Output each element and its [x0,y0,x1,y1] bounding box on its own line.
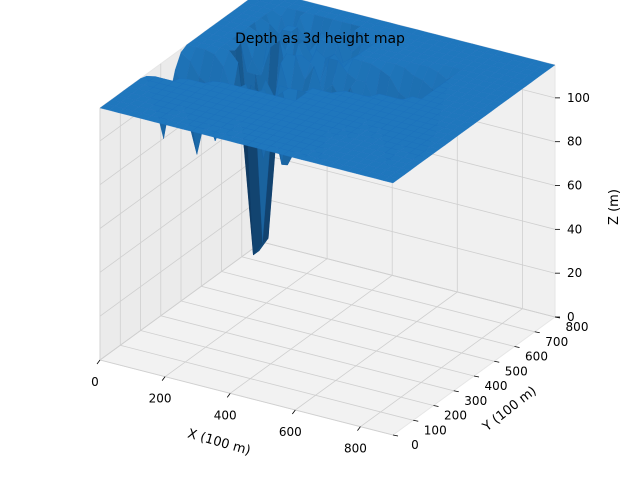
y-tick [473,375,480,378]
y-tick-label: 600 [525,350,548,364]
y-tick-label: 700 [545,335,568,349]
x-tick [161,376,166,381]
x-tick [226,393,231,398]
z-tick-label: 40 [567,222,582,236]
x-tick-label: 600 [279,425,302,439]
z-tick-label: 20 [567,266,582,280]
z-tick-label: 60 [567,179,582,193]
x-tick-label: 800 [344,442,367,456]
z-tick-label: 0 [567,310,575,324]
z-axis-label: Z (m) [607,189,622,225]
x-tick [292,409,296,415]
chart-title: Depth as 3d height map [235,31,405,47]
y-tick [453,390,459,393]
y-tick [514,346,520,348]
height-map-surface [99,0,556,256]
y-tick [392,434,399,437]
y-tick-label: 400 [485,379,508,393]
y-tick-label: 0 [411,438,419,452]
x-tick [357,426,361,431]
x-tick-label: 0 [91,375,99,389]
z-tick-label: 100 [567,91,590,105]
y-tick-label: 500 [505,364,528,378]
x-tick-label: 400 [214,408,237,422]
y-tick [534,331,540,334]
x-tick [96,359,101,365]
y-tick-label: 300 [464,394,487,408]
y-tick [494,360,500,363]
z-tick-label: 80 [567,135,582,149]
y-tick-label: 100 [424,423,447,437]
y-tick-label: 200 [444,409,467,423]
y-tick [433,405,439,407]
x-tick-label: 200 [149,392,172,406]
surface-patch [383,176,400,184]
grid-lines [99,0,556,436]
y-tick-label: 800 [566,320,589,334]
y-tick [413,419,419,422]
x-axis-label: X (100 m) [186,426,252,458]
